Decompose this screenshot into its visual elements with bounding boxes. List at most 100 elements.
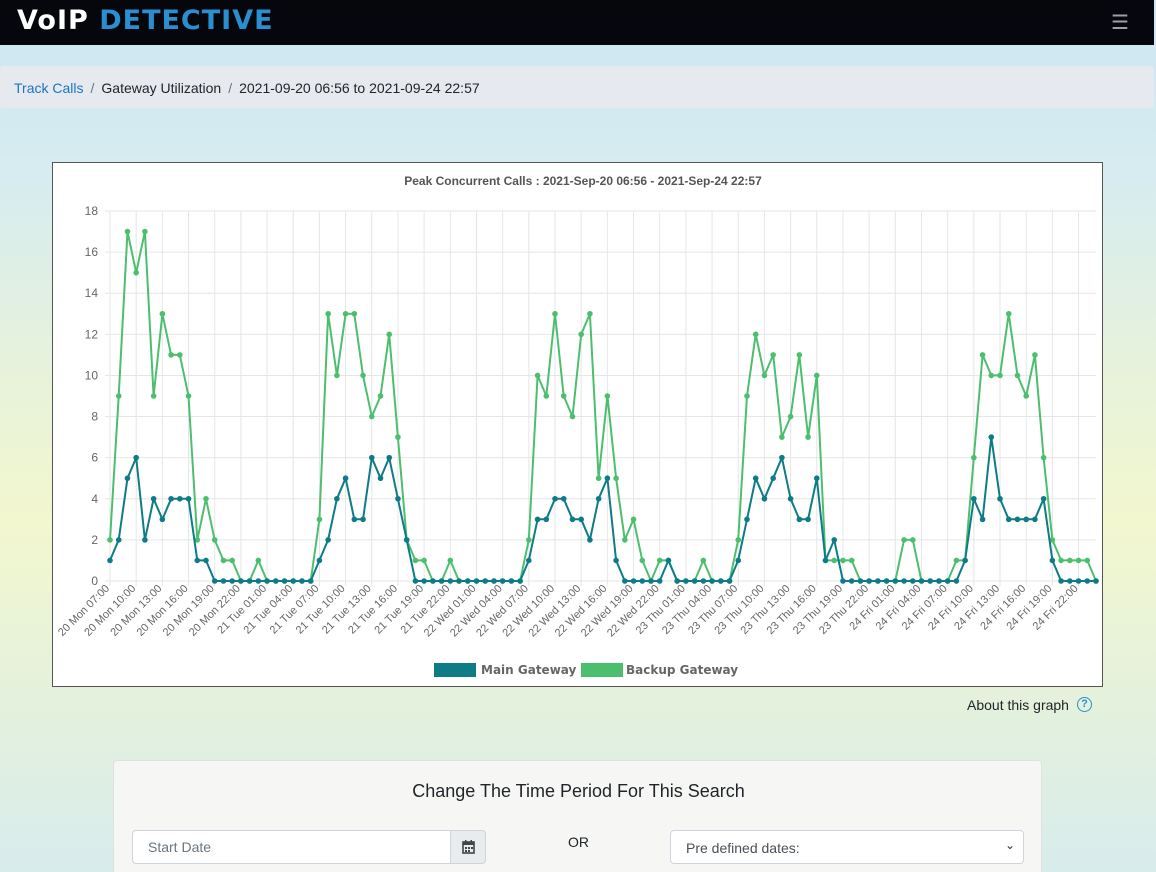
main-gateway-point — [368, 454, 375, 461]
backup-gateway-point — [1005, 310, 1012, 317]
backup-gateway-point — [194, 537, 201, 543]
backup-gateway-point — [168, 352, 174, 358]
main-gateway-point — [220, 578, 227, 584]
voip-detective-logo[interactable]: VoIP DETECTIVE — [17, 5, 274, 36]
backup-gateway-point — [613, 475, 619, 482]
main-gateway-point — [909, 578, 916, 584]
main-gateway-point — [866, 578, 872, 584]
main-gateway-point — [971, 495, 977, 502]
main-gateway-point — [264, 578, 270, 584]
main-gateway-point — [334, 495, 340, 502]
main-gateway-point — [630, 578, 637, 584]
backup-gateway-point — [203, 495, 209, 502]
breadcrumb-date-range: 2021-09-20 06:56 to 2021-09-24 22:57 — [239, 80, 480, 96]
backup-gateway-point — [211, 537, 218, 543]
main-gateway-point — [813, 475, 820, 482]
main-gateway-point — [822, 557, 829, 564]
main-gateway-point — [185, 495, 192, 502]
legend-label-backup: Backup Gateway — [626, 663, 738, 677]
backup-gateway-point — [805, 434, 811, 440]
backup-gateway-point — [543, 393, 550, 399]
backup-gateway-point — [595, 475, 602, 482]
main-gateway-point — [255, 578, 262, 584]
main-gateway-point — [508, 578, 515, 584]
top-navbar: VoIP DETECTIVE ☰ — [0, 0, 1154, 45]
backup-gateway-point — [220, 557, 227, 564]
backup-gateway-point — [901, 537, 907, 543]
main-gateway-point — [307, 578, 314, 584]
main-gateway-point — [534, 516, 541, 523]
main-gateway-point — [892, 578, 899, 584]
backup-gateway-point — [813, 372, 820, 379]
backup-gateway-point — [988, 372, 995, 379]
backup-gateway-point — [421, 557, 427, 564]
main-gateway-point — [840, 578, 846, 584]
main-gateway-point — [133, 454, 139, 461]
backup-gateway-point — [622, 537, 628, 543]
backup-gateway-point — [1075, 557, 1082, 564]
main-gateway-point — [700, 578, 707, 584]
main-gateway-point — [177, 495, 183, 502]
y-tick-label: 8 — [91, 410, 98, 424]
main-gateway-point — [194, 557, 201, 564]
y-tick-label: 16 — [85, 245, 99, 259]
breadcrumb: Track Calls / Gateway Utilization/2021-09-… — [0, 66, 1154, 108]
main-gateway-point — [717, 578, 724, 584]
main-gateway-point — [342, 475, 349, 482]
main-gateway-point — [752, 475, 759, 482]
backup-gateway-point — [735, 537, 742, 543]
main-gateway-point — [883, 578, 890, 584]
predefined-dates-select[interactable]: Pre defined dates: ⌄ — [670, 830, 1024, 864]
y-tick-label: 2 — [91, 533, 98, 547]
main-gateway-point — [150, 495, 157, 502]
main-gateway-point — [639, 578, 646, 584]
backup-gateway-point — [1023, 393, 1029, 399]
main-gateway-point — [1075, 578, 1082, 584]
main-gateway-point — [831, 537, 838, 543]
main-gateway-point — [674, 578, 680, 584]
calendar-button[interactable] — [450, 830, 486, 864]
breadcrumb-gateway-utilization: Gateway Utilization — [101, 80, 222, 96]
backup-gateway-point — [255, 557, 262, 564]
main-gateway-point — [779, 454, 785, 461]
main-gateway-point — [526, 557, 532, 564]
main-gateway-point — [857, 578, 864, 584]
backup-gateway-point — [971, 454, 977, 461]
main-gateway-point — [430, 578, 436, 584]
calendar-icon — [462, 840, 475, 854]
about-graph-link[interactable]: About this graph — [967, 697, 1069, 713]
y-tick-label: 14 — [85, 286, 99, 300]
help-icon[interactable]: ? — [1077, 697, 1092, 712]
main-gateway-point — [543, 516, 550, 523]
breadcrumb-track-calls[interactable]: Track Calls — [14, 80, 84, 96]
backup-gateway-point — [159, 310, 166, 317]
main-gateway-point — [142, 537, 148, 543]
main-gateway-point — [1084, 578, 1091, 584]
backup-gateway-point — [368, 413, 375, 420]
backup-gateway-point — [124, 228, 131, 235]
backup-gateway-point — [334, 372, 340, 379]
chart-title: Peak Concurrent Calls : 2021-Sep-20 06:5… — [404, 174, 762, 188]
main-gateway-point — [360, 516, 366, 523]
start-date-input[interactable] — [132, 830, 451, 864]
backup-gateway-point — [831, 557, 838, 564]
backup-gateway-point — [1049, 537, 1056, 543]
main-gateway-point — [1040, 495, 1047, 502]
main-gateway-point — [229, 578, 235, 584]
y-tick-label: 0 — [91, 574, 98, 588]
main-gateway-point — [1049, 557, 1056, 564]
backup-gateway-point — [386, 331, 393, 338]
backup-gateway-point — [316, 516, 323, 523]
backup-gateway-point — [700, 557, 707, 564]
backup-gateway-point — [997, 372, 1003, 379]
backup-gateway-point — [150, 393, 157, 399]
backup-gateway-point — [639, 557, 646, 564]
main-gateway-point — [665, 557, 672, 564]
main-gateway-point — [403, 537, 410, 543]
main-gateway-point — [613, 557, 619, 564]
hamburger-icon[interactable]: ☰ — [1111, 12, 1129, 34]
backup-gateway-point — [1084, 557, 1091, 564]
backup-gateway-point — [534, 372, 541, 379]
backup-gateway-point — [185, 393, 192, 399]
backup-gateway-point — [578, 331, 584, 338]
